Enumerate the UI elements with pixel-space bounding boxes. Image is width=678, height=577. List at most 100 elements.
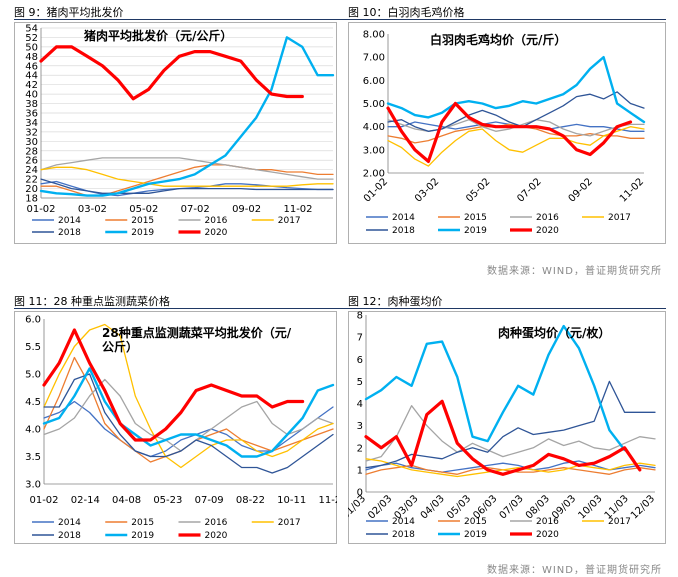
legend-label-2015: 2015	[464, 213, 487, 223]
y-tick-label: 2	[357, 443, 363, 454]
legend-label-2015: 2015	[131, 518, 154, 528]
series-line-2018	[387, 91, 645, 132]
y-tick-label: 3.5	[25, 452, 41, 463]
y-tick-label: 50	[25, 42, 38, 53]
y-tick-label: 20	[25, 184, 38, 195]
y-tick-label: 1	[357, 465, 363, 476]
chart-title: 猪肉平均批发价（元/公斤）	[83, 28, 232, 43]
figure-10-title: 图 10：白羽肉毛鸡价格	[348, 6, 465, 19]
source-note-bottom: 数据来源：WIND，普证期货研究所	[486, 565, 662, 576]
series-line-2019	[39, 36, 335, 197]
y-tick-label: 6.0	[25, 315, 41, 326]
legend-label-2020: 2020	[536, 226, 559, 236]
y-tick-label: 54	[25, 24, 38, 35]
y-tick-label: 30	[25, 137, 38, 148]
legend-label-2016: 2016	[205, 216, 228, 226]
series-line-2019	[386, 56, 646, 124]
y-tick-label: 5.5	[25, 342, 41, 353]
legend-label-2019: 2019	[464, 530, 487, 540]
y-tick-label: 3.00	[363, 145, 385, 156]
legend-label-2014: 2014	[58, 518, 81, 528]
series-line-2020	[42, 328, 305, 442]
y-tick-label: 4.5	[25, 397, 41, 408]
legend-label-2015: 2015	[464, 517, 487, 527]
chart-title: 28种重点监测蔬菜平均批发价（元/	[102, 325, 292, 340]
broiler-breeder-egg-price-chart: 0 1 2 3 4 5 6 7 8 01/03 02/03 03/03 04/03 05/03 06/03 0…	[348, 311, 666, 544]
legend-label-2018: 2018	[58, 531, 81, 541]
legend-label-2020: 2020	[205, 531, 228, 541]
y-tick-label: 5	[357, 377, 363, 388]
x-tick-label: 01-02	[29, 495, 58, 506]
x-tick-label: 11-26	[318, 495, 337, 506]
top-separator	[14, 19, 666, 20]
y-tick-label: 4.0	[25, 425, 41, 436]
legend-label-2020: 2020	[536, 530, 559, 540]
x-tick-label: 05-02	[129, 204, 158, 215]
legend-label-2018: 2018	[392, 530, 415, 540]
y-tick-label: 32	[25, 127, 38, 138]
y-tick-label: 40	[25, 90, 38, 101]
legend-label-2016: 2016	[205, 518, 228, 528]
y-tick-label: 24	[25, 165, 38, 176]
series-line-2014	[43, 400, 334, 458]
legend-label-2014: 2014	[58, 216, 81, 226]
y-tick-label: 44	[25, 71, 38, 82]
legend-label-2017: 2017	[608, 517, 631, 527]
series-line-2020	[39, 45, 304, 101]
legend-label-2019: 2019	[131, 228, 154, 238]
y-tick-label: 36	[25, 109, 38, 120]
series-line-2020	[364, 399, 642, 476]
x-tick-label: 02-14	[71, 495, 100, 506]
legend-label-2018: 2018	[58, 228, 81, 238]
y-tick-label: 7	[357, 333, 363, 344]
y-tick-label: 3	[357, 421, 363, 432]
series-line-2016	[40, 157, 334, 180]
figure-12-title: 图 12：肉种蛋均价	[348, 295, 443, 308]
series-line-2018	[40, 178, 334, 194]
chart-title: 白羽肉毛鸡均价（元/斤）	[430, 32, 566, 47]
pork-price-chart: 18 20 22 24 26 28 30 32 34 36 38 40 42 44 46 48 50 52 54 01…	[14, 22, 337, 244]
series-line-2017	[43, 323, 334, 469]
x-tick-label: 09-02	[232, 204, 261, 215]
series-line-2016	[365, 405, 656, 462]
series-line-2017	[40, 166, 334, 187]
y-tick-label: 3.0	[25, 480, 41, 491]
y-tick-label: 8.00	[363, 30, 385, 41]
figure-9-title: 图 9：猪肉平均批发价	[14, 6, 124, 19]
y-tick-label: 6	[357, 355, 363, 366]
x-tick-label: 07-02	[181, 204, 210, 215]
source-note-top: 数据来源：WIND，普证期货研究所	[486, 266, 662, 277]
legend-label-2016: 2016	[536, 517, 559, 527]
x-tick-label: 01-02	[26, 204, 55, 215]
legend-label-2017: 2017	[278, 216, 301, 226]
y-tick-label: 52	[25, 33, 38, 44]
y-tick-label: 42	[25, 80, 38, 91]
chart-frame	[14, 311, 337, 544]
chart-frame	[348, 22, 666, 244]
legend-label-2016: 2016	[536, 213, 559, 223]
legend-label-2020: 2020	[205, 228, 228, 238]
y-tick-label: 2.00	[363, 169, 385, 180]
y-tick-label: 4.00	[363, 122, 385, 133]
legend-label-2017: 2017	[278, 518, 301, 528]
y-tick-label: 34	[25, 118, 38, 129]
x-tick-label: 07-09	[195, 495, 224, 506]
legend-label-2018: 2018	[392, 226, 415, 236]
bottom-separator	[14, 308, 666, 309]
legend-label-2014: 2014	[392, 517, 415, 527]
x-tick-label: 05-23	[153, 495, 182, 506]
y-tick-label: 5.0	[25, 370, 41, 381]
y-tick-label: 38	[25, 99, 38, 110]
y-tick-label: 5.00	[363, 99, 385, 110]
x-tick-label: 04-08	[112, 495, 141, 506]
y-tick-label: 4	[357, 399, 363, 410]
y-tick-label: 18	[25, 194, 38, 205]
x-tick-label: 08-22	[236, 495, 265, 506]
y-tick-label: 26	[25, 156, 38, 167]
series-line-2017	[365, 458, 656, 478]
broiler-chicken-price-chart: 2.00 3.00 4.00 5.00 6.00 7.00 8.00 01-02 03-02 05…	[348, 22, 666, 244]
y-tick-label: 7.00	[363, 53, 385, 64]
vegetable-price-chart: 3.0 3.5 4.0 4.5 5.0 5.5 6.0 01-02 02-14 04-08 05-2…	[14, 311, 337, 544]
legend-label-2019: 2019	[131, 531, 154, 541]
x-tick-label: 11-02	[283, 204, 312, 215]
